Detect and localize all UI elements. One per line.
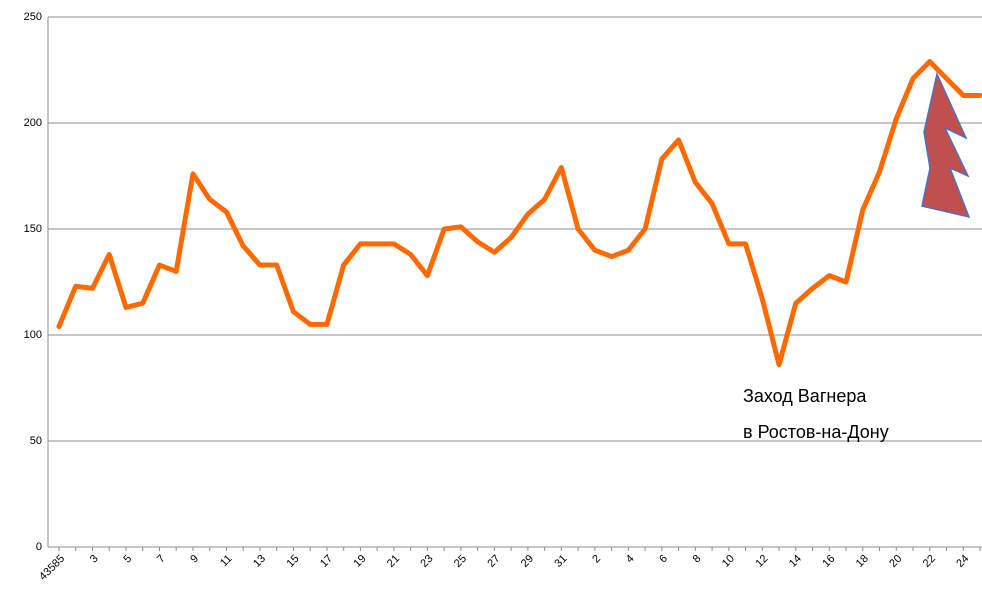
x-tick-label: 5 — [121, 553, 134, 566]
y-tick-label: 250 — [24, 11, 42, 23]
x-tick-label: 31 — [552, 553, 569, 570]
x-tick-label: 16 — [820, 553, 837, 570]
x-tick-label: 3 — [88, 553, 101, 566]
annotation: Заход Вагнера — [743, 386, 867, 406]
x-tick-label: 21 — [385, 553, 402, 570]
x-tick-label: 13 — [251, 553, 268, 570]
x-tick-label: 11 — [218, 553, 235, 570]
annotation: в Ростов-на-Дону — [743, 422, 889, 442]
x-tick-label: 4 — [624, 553, 637, 566]
x-tick-label: 43585 — [37, 553, 67, 583]
y-tick-label: 200 — [24, 117, 42, 129]
x-tick-label: 8 — [691, 553, 704, 566]
x-tick-label: 23 — [418, 553, 435, 570]
x-tick-label: 22 — [921, 553, 938, 570]
x-tick-label: 29 — [519, 553, 536, 570]
x-tick-label: 6 — [657, 553, 670, 566]
x-tick-label: 19 — [351, 553, 368, 570]
x-tick-label: 14 — [787, 553, 804, 570]
lightning-icon — [921, 71, 971, 219]
y-tick-label: 0 — [36, 541, 42, 553]
x-tick-label: 24 — [954, 553, 971, 570]
x-tick-label: 20 — [887, 553, 904, 570]
x-tick-label: 27 — [485, 553, 502, 570]
y-tick-label: 150 — [24, 223, 42, 235]
x-tick-label: 10 — [720, 553, 737, 570]
x-tick-label: 17 — [318, 553, 335, 570]
x-tick-label: 25 — [452, 553, 469, 570]
y-tick-label: 50 — [30, 435, 42, 447]
x-tick-label: 15 — [284, 553, 301, 570]
y-tick-label: 100 — [24, 329, 42, 341]
x-tick-label: 18 — [854, 553, 871, 570]
line-series — [56, 59, 982, 368]
x-tick-label: 2 — [590, 553, 603, 566]
x-tick-label: 7 — [155, 553, 168, 566]
x-tick-label: 9 — [188, 553, 201, 566]
x-tick-label: 12 — [753, 553, 770, 570]
